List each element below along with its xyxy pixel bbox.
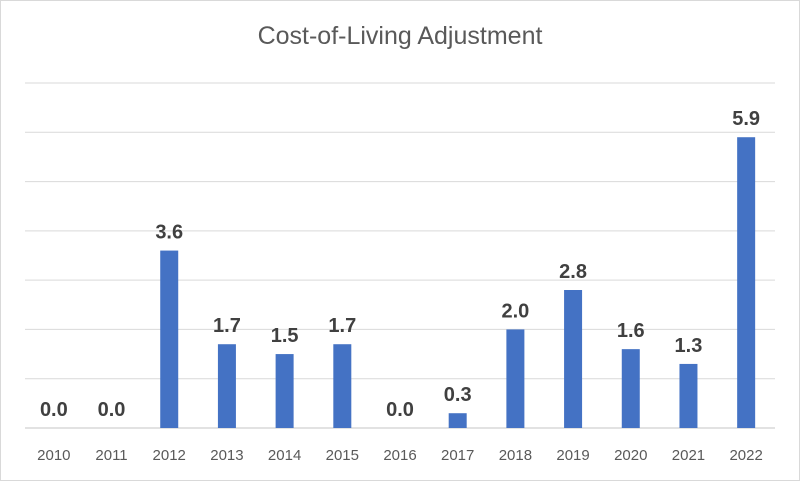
data-label-2014: 1.5 (271, 325, 299, 347)
x-tick-label-2020: 2020 (614, 447, 647, 464)
data-label-2015: 1.7 (328, 315, 356, 337)
data-label-2018: 2.0 (501, 300, 529, 322)
bar-2020 (621, 349, 640, 428)
x-tick-label-2022: 2022 (729, 447, 762, 464)
bar-2014 (275, 354, 294, 428)
x-tick-label-2013: 2013 (210, 447, 243, 464)
x-tick-label-2014: 2014 (268, 447, 301, 464)
data-label-2016: 0.0 (386, 399, 414, 421)
data-label-2017: 0.3 (444, 384, 472, 406)
bar-2021 (679, 363, 698, 428)
bar-2013 (217, 344, 236, 428)
x-tick-label-2019: 2019 (556, 447, 589, 464)
bar-2019 (564, 290, 583, 428)
x-tick-label-2016: 2016 (383, 447, 416, 464)
data-label-2020: 1.6 (617, 320, 645, 342)
bar-2018 (506, 329, 525, 428)
bar-2012 (160, 250, 179, 428)
x-tick-label-2018: 2018 (499, 447, 532, 464)
x-tick-label-2012: 2012 (153, 447, 186, 464)
bar-2015 (333, 344, 352, 428)
data-label-2011: 0.0 (98, 399, 126, 421)
chart-title: Cost-of-Living Adjustment (257, 22, 543, 50)
x-tick-label-2015: 2015 (326, 447, 359, 464)
data-label-2013: 1.7 (213, 315, 241, 337)
x-tick-label-2011: 2011 (95, 447, 127, 464)
bar-2017 (448, 413, 467, 428)
bar-2022 (737, 137, 756, 428)
data-label-2021: 1.3 (675, 335, 703, 357)
data-label-2012: 3.6 (155, 222, 183, 244)
x-tick-label-2017: 2017 (441, 447, 474, 464)
x-tick-label-2010: 2010 (37, 447, 70, 464)
data-label-2022: 5.9 (732, 108, 760, 130)
x-tick-label-2021: 2021 (672, 447, 705, 464)
data-label-2010: 0.0 (40, 399, 68, 421)
data-label-2019: 2.8 (559, 261, 587, 283)
